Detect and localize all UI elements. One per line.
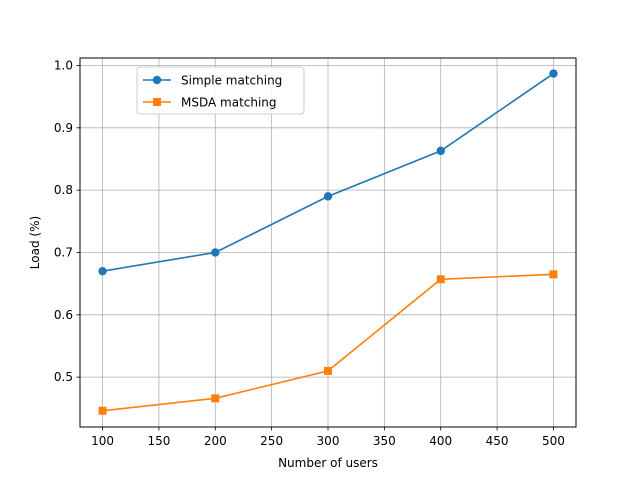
x-axis-label: Number of users <box>278 456 378 470</box>
data-point <box>211 248 220 257</box>
x-tick-label: 150 <box>147 434 170 448</box>
y-axis-label: Load (%) <box>28 216 42 269</box>
x-tick-label: 500 <box>542 434 565 448</box>
x-tick-label: 200 <box>204 434 227 448</box>
legend-label: Simple matching <box>181 74 282 88</box>
y-tick-label: 0.7 <box>54 245 73 259</box>
series-group <box>98 69 558 415</box>
x-tick-label: 400 <box>429 434 452 448</box>
series-1 <box>98 270 558 415</box>
data-point <box>436 275 445 284</box>
x-tick-label: 300 <box>317 434 340 448</box>
grid-lines <box>80 58 576 427</box>
y-tick-label: 0.6 <box>54 308 73 322</box>
x-tick-label: 350 <box>373 434 396 448</box>
series-0 <box>98 69 558 276</box>
legend: Simple matching MSDA matching <box>136 66 305 115</box>
data-point <box>211 394 220 403</box>
x-tick-label: 250 <box>260 434 283 448</box>
data-point <box>323 192 333 201</box>
data-point <box>98 406 107 415</box>
x-axis-ticks: 100 150 200 250 300 350 400 450 500 <box>91 427 565 448</box>
y-tick-label: 0.9 <box>54 121 73 135</box>
y-axis-ticks: 0.5 0.6 0.7 0.8 0.9 1.0 <box>54 58 80 384</box>
data-point <box>324 366 332 375</box>
legend-entry: Simple matching <box>143 74 282 88</box>
x-tick-label: 100 <box>91 434 114 448</box>
data-point <box>549 69 558 78</box>
legend-marker <box>153 98 161 106</box>
legend-box <box>136 66 305 115</box>
legend-entry: MSDA matching <box>143 96 277 110</box>
data-point <box>98 266 107 276</box>
y-tick-label: 0.8 <box>54 183 73 197</box>
y-tick-label: 1.0 <box>54 58 73 72</box>
data-point <box>549 270 558 279</box>
y-tick-label: 0.5 <box>54 370 73 384</box>
data-point <box>436 146 445 156</box>
legend-label: MSDA matching <box>181 96 277 110</box>
legend-marker <box>152 75 162 85</box>
x-tick-label: 450 <box>486 434 509 448</box>
